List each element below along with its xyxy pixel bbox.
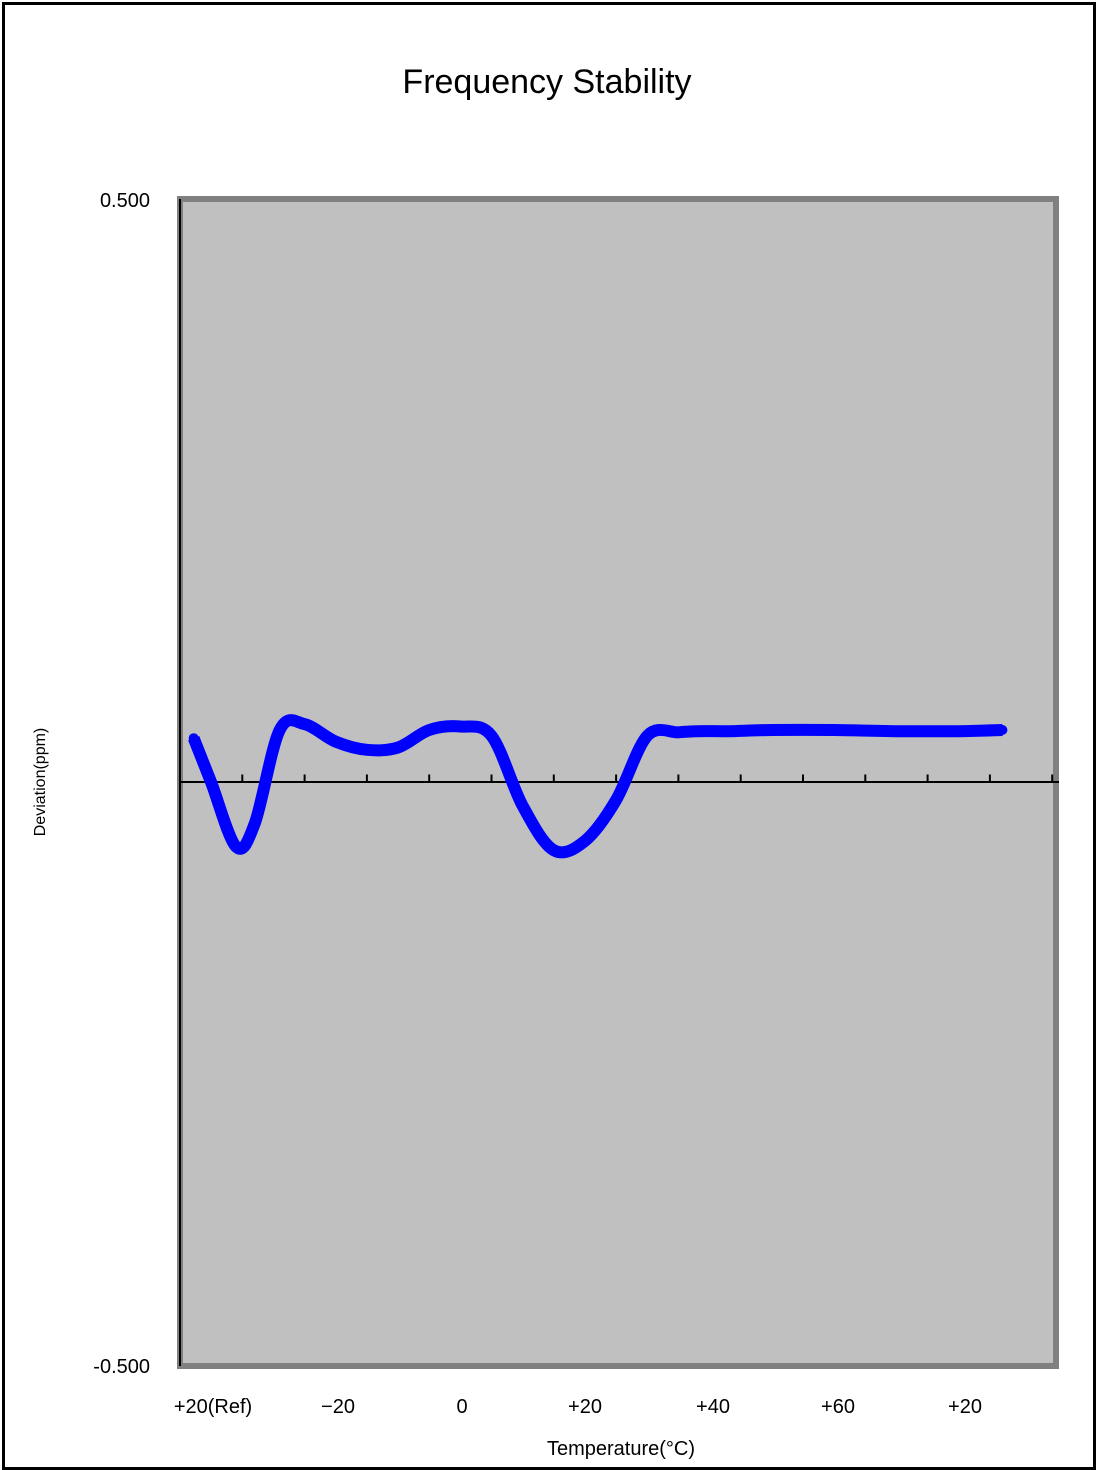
data-point xyxy=(723,726,734,737)
x-tick-label-5: +60 xyxy=(821,1396,855,1418)
x-tick-label-3: +20 xyxy=(568,1396,602,1418)
y-axis-label: Deviation(ppm) xyxy=(32,728,49,836)
data-point xyxy=(206,777,217,788)
data-point xyxy=(692,726,703,737)
data-point xyxy=(486,730,497,741)
y-tick-label-bottom: -0.500 xyxy=(93,1356,150,1378)
x-tick-label-6: +20 xyxy=(948,1396,982,1418)
data-point xyxy=(766,725,777,735)
data-point xyxy=(231,841,242,852)
x-tick-label-2: 0 xyxy=(456,1396,467,1418)
data-point xyxy=(829,725,840,735)
data-point xyxy=(249,818,260,829)
x-axis-ticks xyxy=(179,774,1054,783)
data-point xyxy=(611,795,622,805)
data-point xyxy=(361,744,372,755)
x-axis-label: Temperature(°C) xyxy=(547,1438,695,1460)
data-point xyxy=(424,725,435,735)
chart-title: Frequency Stability xyxy=(402,63,691,101)
data-point xyxy=(188,733,199,744)
data-point xyxy=(891,726,902,737)
data-point xyxy=(953,726,964,737)
data-point xyxy=(997,725,1008,735)
data-point xyxy=(393,742,403,753)
data-point xyxy=(299,719,310,730)
x-tick-labels: +20(Ref) −20 0 +20 +40 +60 +20 xyxy=(174,1396,982,1418)
data-point xyxy=(673,727,684,738)
x-tick-label-0: +20(Ref) xyxy=(174,1396,252,1418)
data-point xyxy=(517,800,528,811)
data-point xyxy=(330,736,341,747)
x-tick-label-1: −20 xyxy=(321,1396,355,1418)
data-point xyxy=(455,721,466,732)
data-point xyxy=(274,725,285,735)
x-tick-label-4: +40 xyxy=(696,1396,730,1418)
series-points xyxy=(188,719,1008,856)
data-point xyxy=(580,835,590,846)
y-tick-label-top: 0.500 xyxy=(100,190,150,212)
data-point xyxy=(642,730,653,741)
chart-svg: Frequency Stability 0.500 -0.500 Deviati… xyxy=(32,63,1059,1460)
data-point xyxy=(548,845,559,856)
